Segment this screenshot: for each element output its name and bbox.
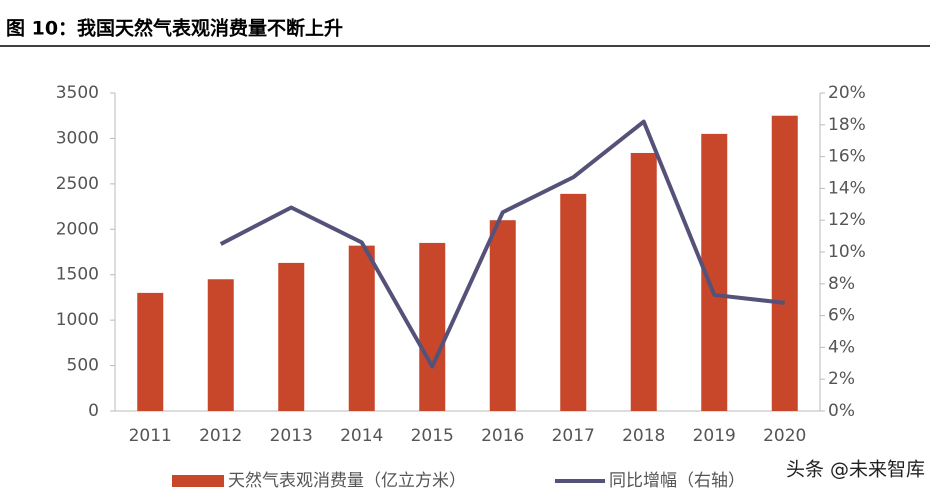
y2-tick-label: 14% (828, 178, 866, 198)
x-tick-label: 2015 (411, 426, 454, 446)
y-tick-label: 3500 (56, 83, 99, 103)
y2-tick-label: 0% (828, 401, 855, 421)
bar (560, 193, 587, 411)
y-tick-label: 3000 (56, 128, 99, 148)
y2-tick-label: 16% (828, 147, 866, 167)
y2-tick-label: 10% (828, 242, 866, 262)
bar (278, 262, 305, 411)
bar (348, 245, 375, 411)
y2-tick-label: 20% (828, 83, 866, 103)
legend-swatch (172, 475, 224, 487)
x-tick-label: 2012 (199, 426, 242, 446)
y-tick-label: 2500 (56, 174, 99, 194)
legend-label: 同比增幅（右轴） (609, 471, 745, 491)
bar (771, 115, 798, 411)
bar (419, 242, 446, 411)
y-tick-label: 500 (67, 356, 99, 376)
y2-tick-label: 18% (828, 115, 866, 135)
chart-title: 图 10：我国天然气表观消费量不断上升 (6, 17, 343, 40)
x-tick-label: 2018 (622, 426, 665, 446)
watermark: 头条 @未来智库 (786, 459, 925, 481)
legend-label: 天然气表观消费量（亿立方米） (228, 471, 466, 491)
x-tick-label: 2016 (481, 426, 524, 446)
bar (489, 220, 516, 411)
x-tick-label: 2020 (763, 426, 806, 446)
y2-tick-label: 2% (828, 369, 855, 389)
bar (137, 292, 164, 411)
y2-tick-label: 8% (828, 274, 855, 294)
y-tick-label: 1500 (56, 265, 99, 285)
x-tick-label: 2019 (693, 426, 736, 446)
y2-tick-label: 4% (828, 337, 855, 357)
y2-tick-label: 6% (828, 306, 855, 326)
line (219, 119, 785, 369)
bar (630, 152, 657, 412)
y2-tick-label: 12% (828, 210, 866, 230)
x-tick-label: 2011 (129, 426, 172, 446)
x-tick-label: 2017 (552, 426, 595, 446)
y-tick-label: 2000 (56, 219, 99, 239)
x-tick-label: 2013 (270, 426, 313, 446)
x-tick-label: 2014 (340, 426, 383, 446)
bar (207, 279, 234, 411)
y-tick-label: 0 (88, 401, 99, 421)
y-tick-label: 1000 (56, 310, 99, 330)
